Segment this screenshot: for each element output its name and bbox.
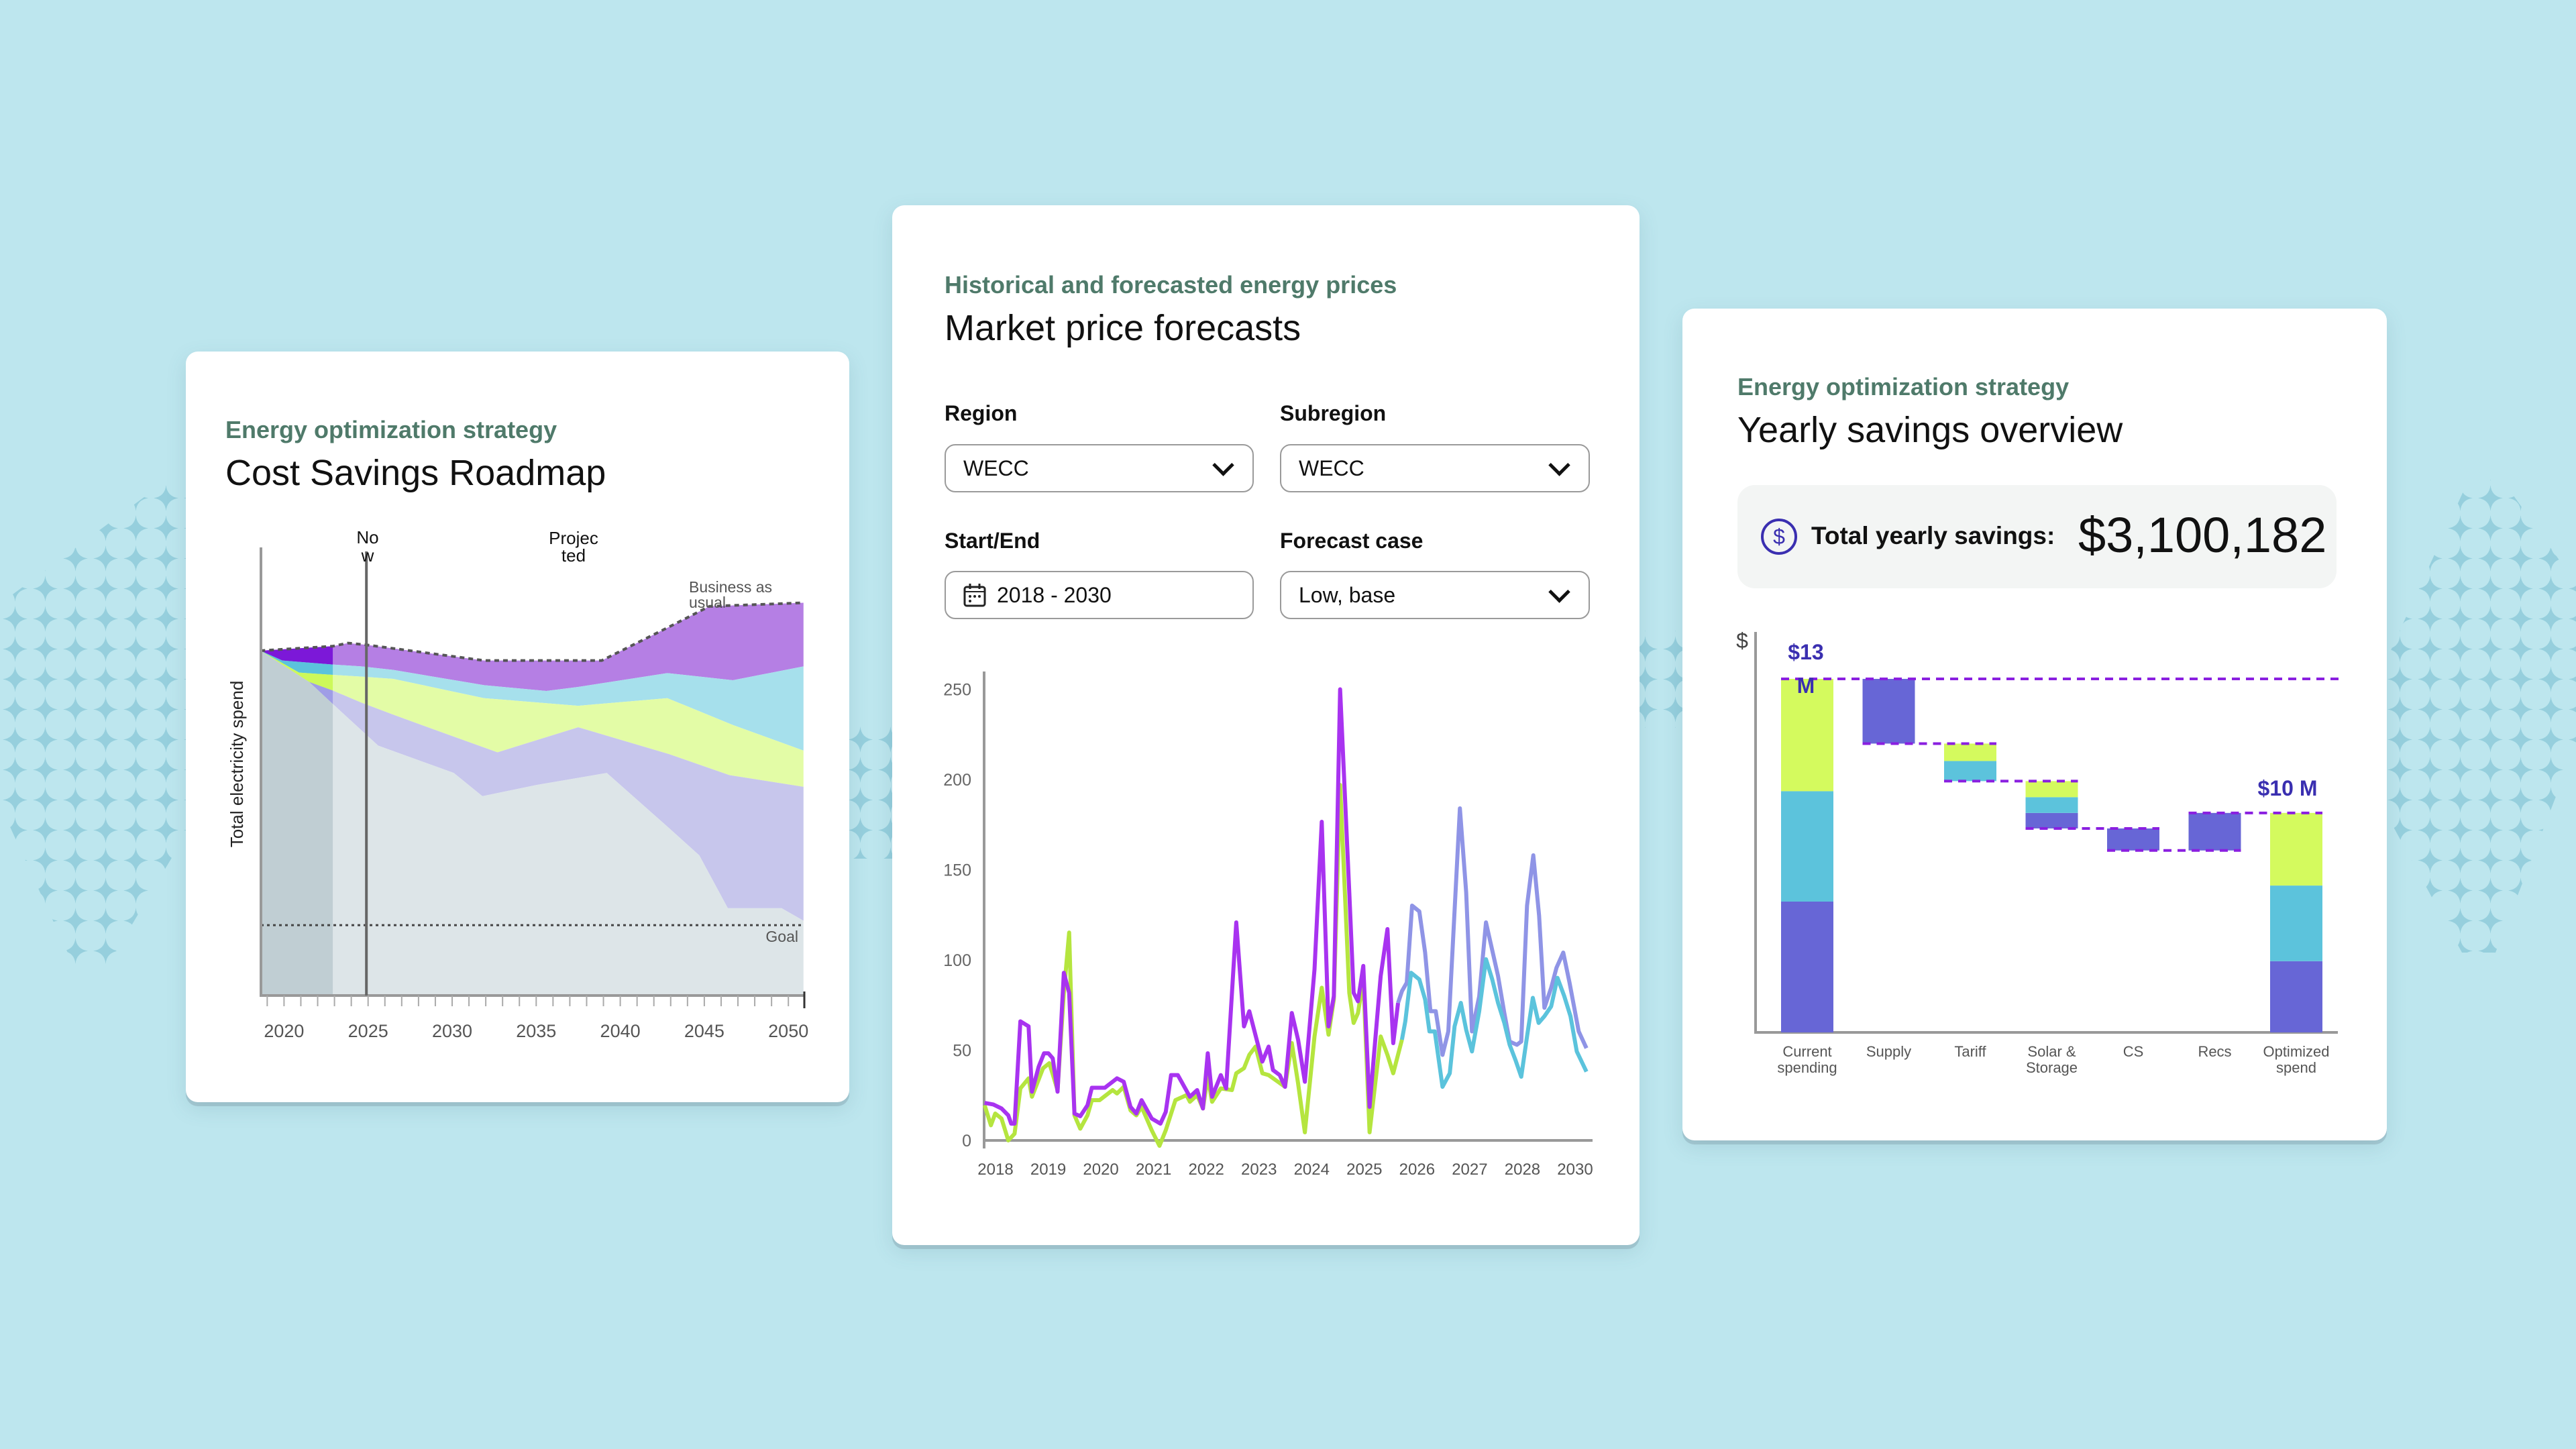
- bar-segment-cyan: [1781, 791, 1833, 902]
- historical-band-4: [260, 650, 333, 996]
- x-tick-label: 2021: [1136, 1161, 1171, 1179]
- category-label: Tariff: [1954, 1043, 1986, 1060]
- bar-segment-cyan: [1944, 761, 1996, 782]
- bar-segment-blue: [2107, 828, 2159, 851]
- x-tick-label: 2027: [1452, 1161, 1487, 1179]
- x-tick-label: 2018: [977, 1161, 1013, 1179]
- subregion-select[interactable]: WECC: [1280, 444, 1590, 492]
- bar-segment-blue: [2025, 812, 2078, 828]
- x-tick-label: 2022: [1188, 1161, 1224, 1179]
- card-title: Cost Savings Roadmap: [225, 453, 606, 493]
- x-tick-label: 2019: [1030, 1161, 1066, 1179]
- card-subtitle: Historical and forecasted energy prices: [945, 271, 1397, 299]
- x-tick-label: 2045: [684, 1021, 724, 1041]
- subregion-label: Subregion: [1280, 401, 1387, 425]
- x-tick-label: 2020: [264, 1021, 304, 1041]
- bar-segment-cyan: [2025, 797, 2078, 813]
- category-label: Recs: [2198, 1043, 2231, 1060]
- x-tick-label: 2040: [600, 1021, 641, 1041]
- card-subtitle: Energy optimization strategy: [225, 416, 557, 443]
- x-tick-label: 2020: [1083, 1161, 1118, 1179]
- bar-segment-cyan: [2270, 885, 2322, 961]
- bar-segment-lime: [2270, 812, 2322, 886]
- dollar-circle-icon: $: [1761, 519, 1797, 555]
- region-label: Region: [945, 401, 1018, 425]
- x-tick-label: 2035: [516, 1021, 556, 1041]
- forecast-case-value: Low, base: [1299, 582, 1396, 607]
- star-pattern-left: [0, 480, 191, 966]
- bar-segment-blue: [1781, 902, 1833, 1032]
- bar-segment-blue: [2270, 961, 2322, 1032]
- category-label: Current spending: [1777, 1043, 1837, 1076]
- y-tick-label: 50: [953, 1042, 971, 1061]
- bar-segment-lime: [1781, 678, 1833, 792]
- x-tick-label: 2024: [1294, 1161, 1330, 1179]
- bar-segment-blue: [1862, 678, 1915, 744]
- card-subtitle: Energy optimization strategy: [1737, 373, 2070, 400]
- projected-band-0: [260, 602, 804, 692]
- region-value: WECC: [963, 455, 1029, 480]
- x-tick-label: 2025: [1346, 1161, 1382, 1179]
- forecast-case-label: Forecast case: [1280, 529, 1424, 553]
- x-tick-label: 2028: [1505, 1161, 1540, 1179]
- projected-band-4: [260, 650, 804, 996]
- start-end-label: Start/End: [945, 529, 1040, 553]
- star-pattern-right: [2381, 480, 2576, 953]
- price-series-line-1: [984, 687, 1401, 1126]
- y-tick-label: 100: [943, 951, 971, 970]
- x-tick-label: 2050: [768, 1021, 808, 1041]
- y-tick-label: 150: [943, 861, 971, 880]
- projected-band-3: [260, 650, 804, 921]
- forecast-case-select[interactable]: Low, base: [1280, 571, 1590, 619]
- category-label: Solar & Storage: [2026, 1043, 2078, 1076]
- star-pattern-mid-right: [1637, 631, 1687, 728]
- historical-band-1: [260, 650, 333, 675]
- card-title: Yearly savings overview: [1737, 410, 2123, 450]
- historical-band-2: [260, 650, 333, 691]
- cost-savings-area-chart: 2020 2025 2030 2035 2040 2045 2050 Total electr…: [227, 528, 808, 1041]
- card-title: Market price forecasts: [945, 308, 1301, 348]
- end-value-label: $10 M: [2258, 776, 2318, 800]
- business-as-usual-line: [260, 601, 804, 662]
- x-tick-label: 2025: [348, 1021, 388, 1041]
- start-end-value: 2018 - 2030: [997, 582, 1112, 607]
- bar-segment-lime: [1944, 743, 1996, 761]
- category-label: Supply: [1866, 1043, 1911, 1060]
- price-series-line-3: [1399, 957, 1589, 1089]
- projected-band-1: [260, 650, 804, 751]
- bar-segment-lime: [2025, 781, 2078, 798]
- x-tick-label: 2030: [1557, 1161, 1593, 1179]
- y-tick-label: 200: [943, 771, 971, 790]
- price-series-line-2: [1396, 806, 1589, 1057]
- region-select[interactable]: WECC: [945, 444, 1254, 492]
- business-as-usual-label: Business as usual: [689, 578, 776, 611]
- market-price-line-chart: 0 50 100 150 200 250 2018 2019 2020 2021 2022 2023 2…: [943, 672, 1593, 1179]
- total-savings-label: Total yearly savings:: [1811, 522, 2055, 549]
- x-tick-label: 2030: [432, 1021, 472, 1041]
- category-label: CS: [2123, 1043, 2144, 1060]
- now-label: Now: [356, 527, 379, 566]
- subregion-value: WECC: [1299, 455, 1364, 480]
- x-tick-label: 2026: [1399, 1161, 1435, 1179]
- total-savings-panel: [1737, 485, 2337, 588]
- calendar-icon: [963, 584, 986, 607]
- projected-band-2: [260, 650, 804, 787]
- projected-label: Projec ted: [549, 528, 598, 566]
- x-tick-label: 2023: [1241, 1161, 1277, 1179]
- svg-text:$: $: [1773, 525, 1785, 549]
- y-tick-label: 250: [943, 681, 971, 700]
- savings-waterfall-chart: $ Current spending Supply Tariff Solar & Stora…: [1736, 629, 2341, 1076]
- goal-label: Goal: [765, 928, 798, 945]
- y-tick-label: 0: [962, 1132, 971, 1150]
- bar-segment-blue: [2188, 812, 2241, 851]
- start-end-date-input[interactable]: 2018 - 2030: [945, 571, 1254, 619]
- star-pattern-mid-left: [845, 724, 899, 859]
- total-savings-value: $3,100,182: [2078, 507, 2327, 563]
- y-axis-label: Total electricity spend: [227, 681, 247, 848]
- start-value-label: $13 M: [1788, 640, 1823, 698]
- y-axis-label: $: [1736, 629, 1748, 653]
- category-label: Optimized spend: [2263, 1043, 2329, 1076]
